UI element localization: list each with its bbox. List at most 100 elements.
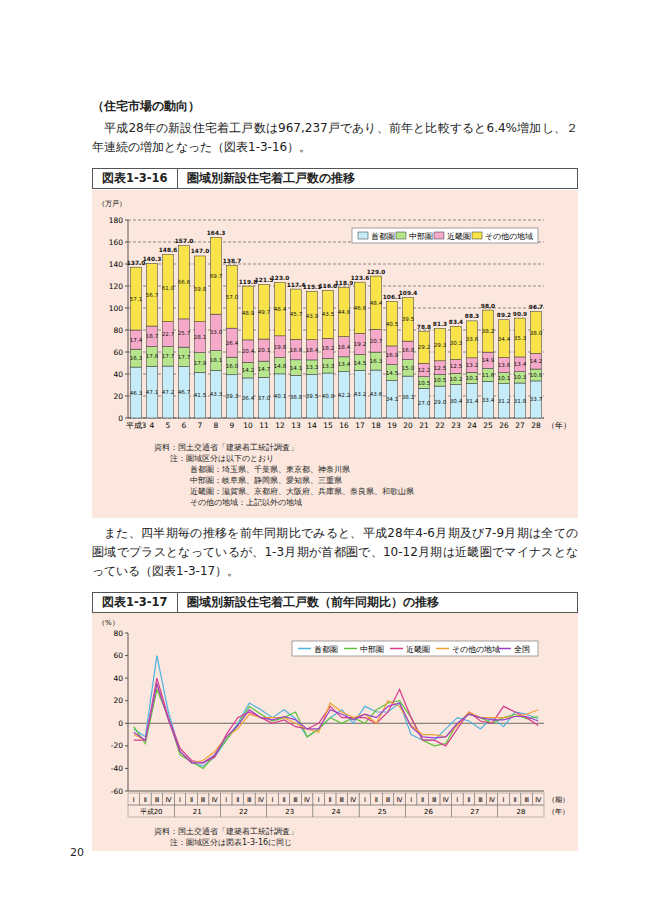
data-label: 41.5 — [194, 392, 207, 398]
data-label: 28.1 — [194, 334, 207, 340]
y-tick-label: 100 — [109, 304, 124, 313]
y-tick-label: 180 — [109, 216, 124, 225]
data-label: 11.6 — [482, 372, 495, 378]
chart-panel: （万戸）02040608010012014016018046.316.317.4… — [92, 190, 578, 518]
series-line — [134, 656, 538, 767]
legend-label: 首都圏 — [371, 232, 395, 241]
year-label: 25 — [378, 808, 387, 816]
category-cell — [417, 793, 429, 805]
legend-label: 首都圏 — [314, 645, 338, 654]
legend-swatch — [298, 648, 311, 650]
data-label: 16.8 — [402, 347, 415, 353]
legend-swatch — [434, 232, 444, 239]
data-label: 20.7 — [370, 338, 383, 344]
legend-swatch — [436, 648, 449, 650]
y-tick-label: -20 — [111, 741, 123, 750]
bar-segment — [243, 362, 254, 378]
y-tick-label: 60 — [113, 651, 123, 660]
data-label: 43.9 — [306, 313, 319, 319]
page: { "page": { "heading": "（住宅市場の動向）", "par… — [0, 0, 669, 916]
year-cell — [313, 805, 359, 817]
data-label: 46.7 — [178, 389, 191, 395]
data-label: 13.3 — [306, 364, 319, 370]
data-labels: 46.316.317.457.1137.047.117.818.756.7140… — [127, 230, 543, 406]
total-label: 98.0 — [481, 303, 495, 309]
x-tick-label: 21 — [419, 421, 429, 430]
data-label: 40.9 — [322, 393, 335, 399]
data-label: 16.9 — [386, 352, 399, 358]
data-label: 20.4 — [242, 348, 255, 354]
data-label: 43.5 — [322, 311, 335, 317]
bar-segment — [355, 370, 366, 418]
data-label: 12.5 — [434, 365, 447, 371]
data-label: 10.1 — [498, 375, 511, 381]
tick-mark — [125, 655, 128, 656]
year-cell — [452, 805, 498, 817]
data-label: 43.6 — [370, 391, 383, 397]
figure-number: 図表1-3-17 — [93, 593, 178, 612]
data-label: 13.4 — [514, 361, 527, 367]
bar-segment — [531, 353, 542, 369]
x-tick-label: 6 — [182, 421, 187, 430]
category-cell — [498, 793, 510, 805]
x-tick-label: 8 — [214, 421, 219, 430]
section-heading: （住宅市場の動向） — [92, 98, 200, 115]
x-tick-label: 24 — [467, 421, 477, 430]
data-label: 14.8 — [274, 363, 287, 369]
category-cell — [140, 793, 152, 805]
data-label: 38.1 — [402, 394, 415, 400]
tick-mark — [125, 374, 128, 375]
category-cell — [174, 793, 186, 805]
data-label: 19.2 — [354, 341, 366, 347]
category-cell — [440, 793, 452, 805]
y-axis-label: （万戸） — [98, 200, 126, 208]
category-cell — [428, 793, 440, 805]
x-tick-label: Ⅲ — [155, 796, 159, 804]
series-line — [134, 678, 538, 763]
x-tick-label: 16 — [339, 421, 349, 430]
x-tick-label: 12 — [275, 421, 285, 430]
data-label: 33.6 — [466, 336, 479, 342]
figure-number: 図表1-3-16 — [93, 169, 178, 188]
tick-mark — [125, 286, 128, 287]
data-label: 14.5 — [386, 370, 399, 376]
total-label: 129.0 — [367, 269, 385, 275]
tick-mark — [125, 352, 128, 353]
y-tick-label: 0 — [118, 719, 123, 728]
data-label: 20.1 — [258, 347, 271, 353]
year-cell — [405, 805, 451, 817]
x-axis-label: （期） — [548, 796, 569, 804]
y-tick-label: 60 — [113, 348, 123, 357]
data-label: 17.4 — [130, 337, 143, 343]
data-label: 39.3 — [226, 393, 239, 399]
data-label: 14.7 — [258, 366, 271, 372]
legend-swatch — [344, 648, 357, 650]
x-tick-label: Ⅱ — [329, 796, 332, 804]
total-label: 88.3 — [465, 313, 479, 319]
x-tick-label: Ⅲ — [201, 796, 205, 804]
figure-title: 圏域別新設住宅着工戸数の推移 — [178, 171, 355, 186]
data-label: 40.1 — [274, 393, 287, 399]
category-cell — [301, 793, 313, 805]
data-label: 61.0 — [162, 285, 175, 291]
chart-svg: （万戸）02040608010012014016018046.316.317.4… — [92, 190, 578, 440]
total-label: 90.9 — [513, 311, 527, 317]
x-tick-label: Ⅱ — [375, 796, 378, 804]
x-tick-label: Ⅳ — [165, 796, 171, 804]
y-axis — [128, 220, 129, 418]
category-cell — [186, 793, 198, 805]
legend-label: 中部圏 — [360, 645, 384, 654]
paragraph: 平成28年の新設住宅着工戸数は967,237戸であり、前年と比較すると6.4%増… — [92, 119, 578, 157]
data-label: 10.3 — [514, 374, 527, 380]
legend-label: その他の地域 — [452, 645, 500, 654]
total-label: 140.3 — [143, 256, 161, 262]
category-cell — [232, 793, 244, 805]
year-label: 28 — [516, 808, 525, 816]
data-label: 31.2 — [498, 398, 510, 404]
data-label: 36.4 — [242, 395, 255, 401]
year-label: 23 — [285, 808, 294, 816]
data-label: 14.1 — [290, 365, 303, 371]
data-label: 48.4 — [274, 306, 287, 312]
data-label: 14.2 — [530, 358, 542, 364]
data-label: 13.2 — [466, 362, 478, 368]
